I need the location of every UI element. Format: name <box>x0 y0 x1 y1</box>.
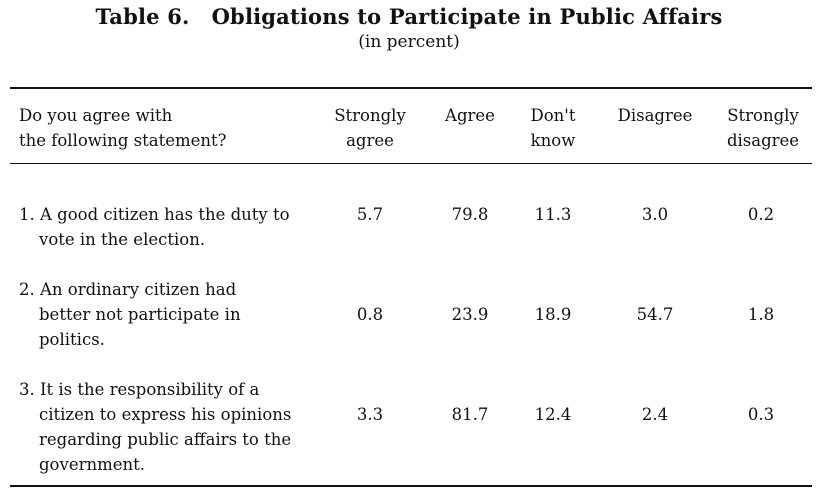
header-agree: Agree <box>432 103 508 128</box>
header-disagree: Disagree <box>605 103 705 128</box>
header-line: know <box>530 131 576 150</box>
row-label-line: 1. A good citizen has the duty to <box>19 205 290 224</box>
table-row-label: 1. A good citizen has the duty to vote i… <box>19 202 290 252</box>
cell-strongly-disagree: 0.2 <box>747 205 775 224</box>
row-label-line: better not participate in <box>39 305 241 324</box>
cell-strongly-agree: 0.8 <box>356 305 384 324</box>
cell-disagree: 2.4 <box>641 405 669 424</box>
cell-agree: 81.7 <box>451 405 489 424</box>
row-label-line: government. <box>39 455 146 474</box>
header-dont-know: Don't know <box>517 103 589 153</box>
cell-dont-know: 11.3 <box>534 205 572 224</box>
header-line: disagree <box>726 131 800 150</box>
cell-disagree: 54.7 <box>636 305 674 324</box>
row-label-line: politics. <box>39 330 105 349</box>
cell-disagree: 3.0 <box>641 205 669 224</box>
header-line: Don't <box>530 106 576 125</box>
table-subtitle: (in percent) <box>358 32 460 52</box>
cell-agree: 79.8 <box>451 205 489 224</box>
row-label-line: 2. An ordinary citizen had <box>19 280 237 299</box>
cell-strongly-agree: 5.7 <box>356 205 384 224</box>
header-line: Strongly <box>334 106 406 125</box>
table-row-label: 3. It is the responsibility of a citizen… <box>19 377 291 477</box>
header-line: agree <box>346 131 394 150</box>
cell-strongly-disagree: 0.3 <box>747 405 775 424</box>
row-label-line: vote in the election. <box>39 230 206 249</box>
row-label-line: regarding public affairs to the <box>39 430 292 449</box>
table-number: Table 6. <box>95 4 190 29</box>
header-strongly-disagree: Strongly disagree <box>715 103 811 153</box>
header-question: Do you agree with the following statemen… <box>19 103 226 153</box>
cell-strongly-agree: 3.3 <box>356 405 384 424</box>
table-title-text: Obligations to Participate in Public Aff… <box>211 4 723 29</box>
header-rule <box>10 163 812 164</box>
header-question-line: Do you agree with <box>19 106 173 125</box>
top-rule <box>10 87 812 89</box>
header-line: Agree <box>445 106 495 125</box>
cell-dont-know: 18.9 <box>534 305 572 324</box>
header-line: Strongly <box>727 106 799 125</box>
bottom-rule <box>10 485 812 487</box>
header-line: Disagree <box>617 106 693 125</box>
cell-agree: 23.9 <box>451 305 489 324</box>
row-label-line: 3. It is the responsibility of a <box>19 380 260 399</box>
table-title: Table 6. Obligations to Participate in Pu… <box>0 4 818 29</box>
header-question-line: the following statement? <box>19 131 227 150</box>
table-row-label: 2. An ordinary citizen had better not pa… <box>19 277 241 352</box>
row-label-line: citizen to express his opinions <box>39 405 292 424</box>
header-strongly-agree: Strongly agree <box>325 103 415 153</box>
cell-strongly-disagree: 1.8 <box>747 305 775 324</box>
cell-dont-know: 12.4 <box>534 405 572 424</box>
